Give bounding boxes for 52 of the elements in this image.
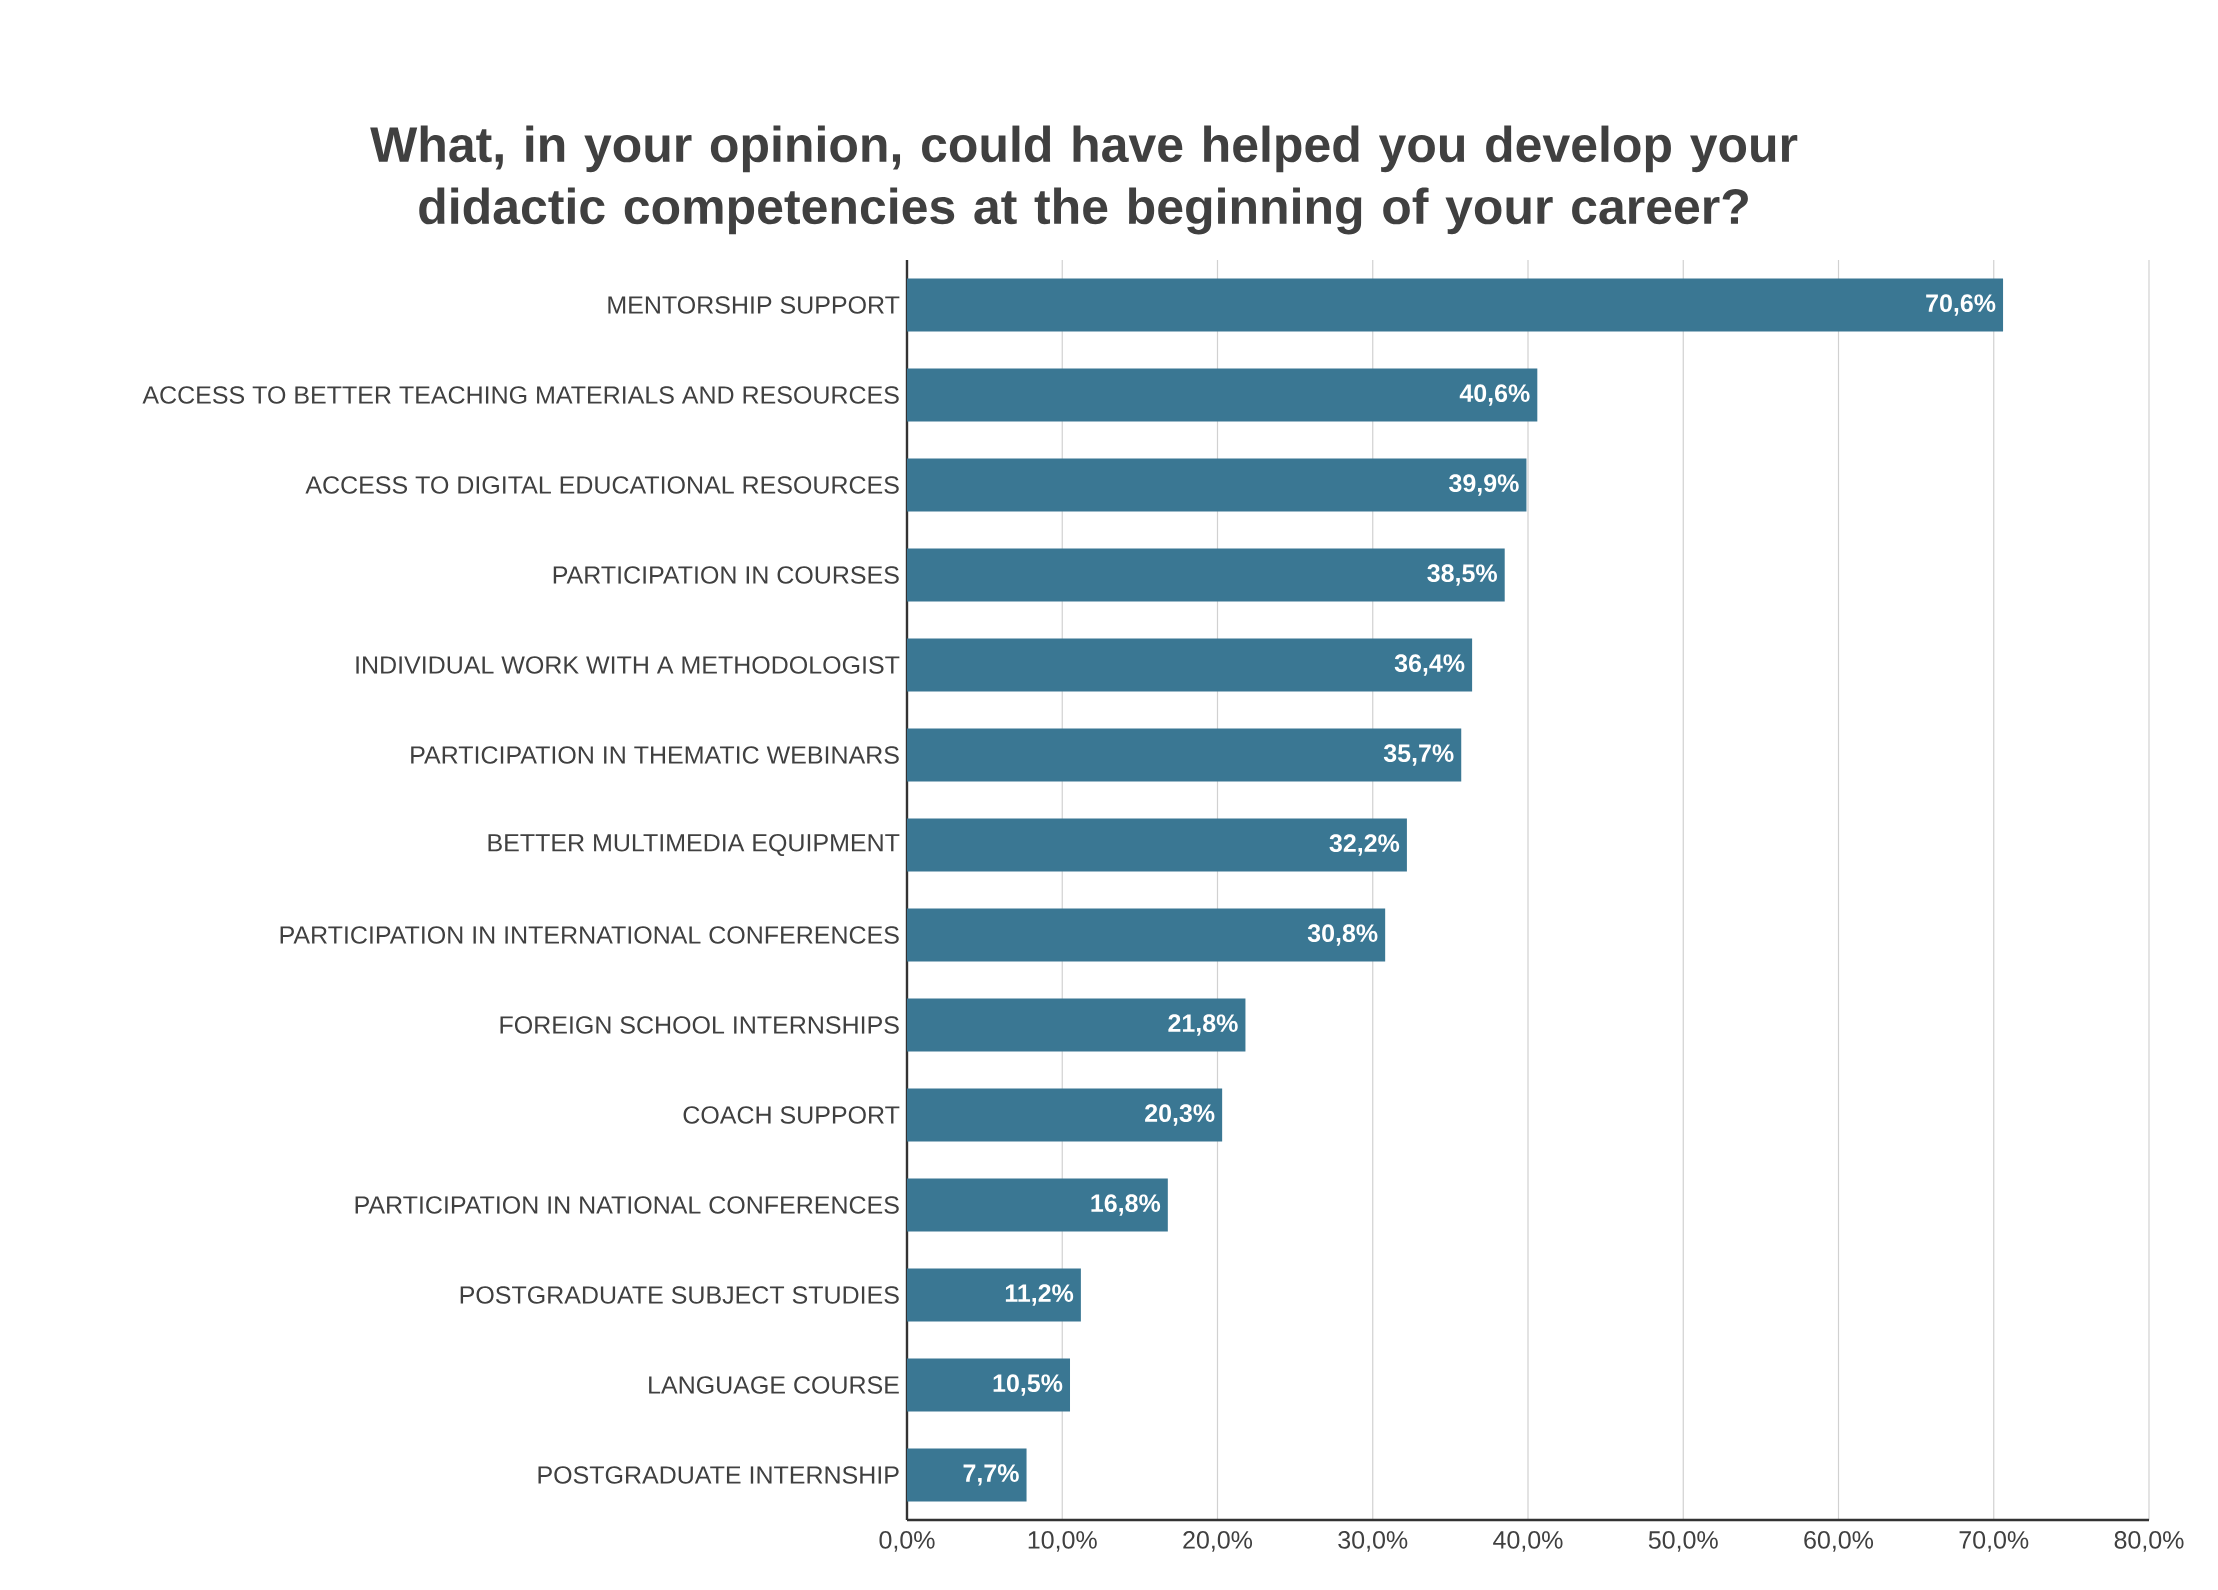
y-tick-label: PARTICIPATION IN INTERNATIONAL CONFERENCES bbox=[280, 926, 899, 944]
y-tick-label: ACCESS TO DIGITAL EDUCATIONAL RESOURCES bbox=[305, 476, 899, 494]
data-label: 39,9% bbox=[1449, 474, 1519, 496]
data-label: 10,5% bbox=[993, 1374, 1063, 1396]
y-tick-label: FOREIGN SCHOOL INTERNSHIPS bbox=[500, 1016, 899, 1034]
bar bbox=[907, 368, 1538, 422]
x-tick-label: 0,0% bbox=[879, 1531, 935, 1552]
bar bbox=[907, 998, 1246, 1052]
bar bbox=[907, 818, 1407, 872]
data-label: 35,7% bbox=[1383, 744, 1454, 766]
chart-title: What, in your opinion, could have helped you develop your didactic competencies at the beginning of your career? bbox=[370, 125, 1798, 235]
y-tick-label: INDIVIDUAL WORK WITH A METHODOLOGIST bbox=[356, 656, 900, 674]
x-tick-label: 50,0% bbox=[1648, 1531, 1718, 1552]
data-label: 7,7% bbox=[963, 1464, 1019, 1486]
x-tick-label: 60,0% bbox=[1804, 1531, 1874, 1552]
data-label: 30,8% bbox=[1307, 924, 1378, 946]
data-label: 36,4% bbox=[1394, 654, 1465, 676]
bar bbox=[907, 278, 2004, 332]
bar bbox=[907, 1088, 1223, 1142]
bar bbox=[907, 1358, 1071, 1412]
x-tick-label: 40,0% bbox=[1493, 1531, 1563, 1552]
y-tick-label: BETTER MULTIMEDIA EQUIPMENT bbox=[488, 833, 900, 857]
y-tick-label: PARTICIPATION IN THEMATIC WEBINARS bbox=[411, 746, 899, 764]
bar bbox=[907, 1178, 1168, 1232]
bar bbox=[907, 1268, 1081, 1322]
data-label: 32,2% bbox=[1329, 834, 1400, 856]
y-tick-label: PARTICIPATION IN NATIONAL CONFERENCES bbox=[355, 1196, 899, 1214]
data-label: 40,6% bbox=[1459, 384, 1530, 406]
data-label: 16,8% bbox=[1091, 1194, 1161, 1216]
x-tick-label: 10,0% bbox=[1028, 1531, 1097, 1552]
y-tick-label: COACH SUPPORT bbox=[683, 1106, 900, 1124]
data-label: 20,3% bbox=[1145, 1104, 1215, 1126]
y-tick-label: POSTGRADUATE INTERNSHIP bbox=[538, 1466, 899, 1484]
x-tick-label: 80,0% bbox=[2114, 1531, 2184, 1552]
y-tick-label: POSTGRADUATE SUBJECT STUDIES bbox=[460, 1286, 899, 1304]
bar bbox=[907, 908, 1386, 962]
bar bbox=[907, 458, 1527, 512]
y-tick-label: ACCESS TO BETTER TEACHING MATERIALS AND RESOURCES bbox=[142, 386, 899, 404]
y-tick-label: PARTICIPATION IN COURSES bbox=[553, 566, 899, 584]
y-tick-label: MENTORSHIP SUPPORT bbox=[608, 296, 900, 314]
data-label: 38,5% bbox=[1427, 564, 1497, 586]
bar bbox=[907, 548, 1505, 602]
x-tick-label: 20,0% bbox=[1183, 1531, 1253, 1552]
x-tick-label: 70,0% bbox=[1959, 1531, 2029, 1552]
data-label: 21,8% bbox=[1168, 1014, 1238, 1036]
data-label: 11,2% bbox=[1005, 1284, 1074, 1306]
bar bbox=[907, 1448, 1027, 1502]
x-tick-label: 30,0% bbox=[1338, 1531, 1408, 1552]
bar bbox=[907, 638, 1473, 692]
data-label: 70,6% bbox=[1926, 294, 1996, 316]
bar bbox=[907, 728, 1462, 782]
y-tick-label: LANGUAGE COURSE bbox=[649, 1376, 899, 1394]
